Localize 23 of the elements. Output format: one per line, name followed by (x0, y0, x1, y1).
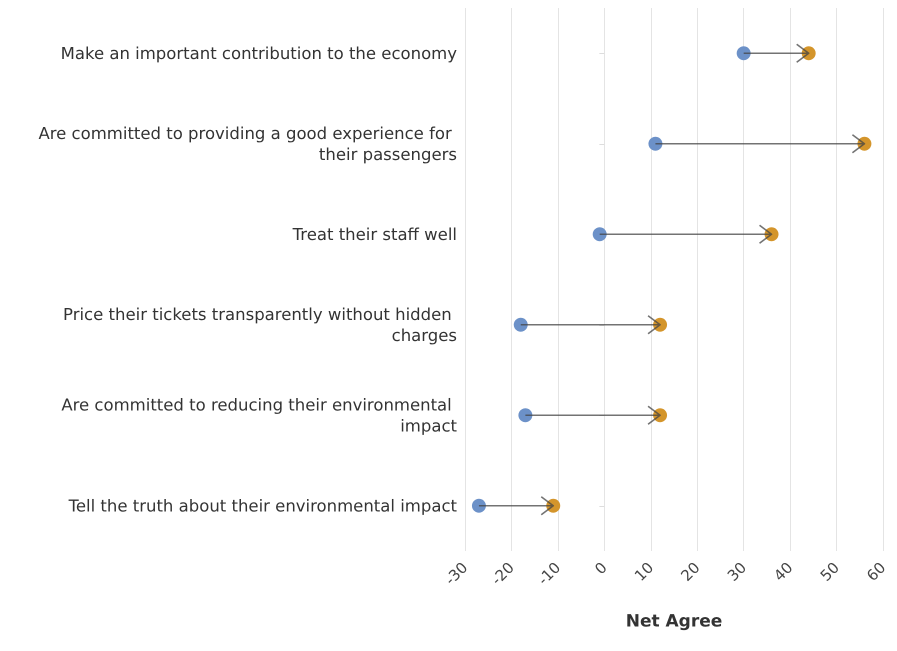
x-tick-label: 10 (630, 558, 658, 585)
x-tick-label: 20 (677, 558, 704, 585)
x-axis-title: Net Agree (626, 612, 722, 632)
point (472, 498, 486, 513)
point (736, 46, 751, 60)
x-tick-label: -30 (441, 558, 472, 589)
x-tick-label: 60 (863, 558, 890, 585)
point (648, 136, 662, 151)
x-tick-label: 40 (770, 558, 796, 585)
y-tick-label: Are committed to reducing their environmental impact (61, 395, 458, 436)
y-tick-label: Are committed to providing a good experience for their passengers (38, 124, 457, 164)
x-tick-label: -10 (534, 558, 564, 589)
x-tick-label: 0 (591, 558, 611, 578)
x-tick-label: 50 (816, 558, 843, 585)
y-tick-label: Tell the truth about their environmental impact (68, 496, 458, 516)
y-tick-label: Make an important contribution to the economy (60, 44, 458, 63)
point (592, 227, 607, 242)
point (518, 408, 532, 422)
y-tick-label: Price their tickets transparently without hidden charges (63, 304, 457, 345)
x-tick-label: -20 (488, 558, 518, 589)
point (514, 318, 528, 332)
y-tick-label: Treat their staff well (292, 224, 457, 244)
x-tick-label: 30 (724, 558, 750, 585)
